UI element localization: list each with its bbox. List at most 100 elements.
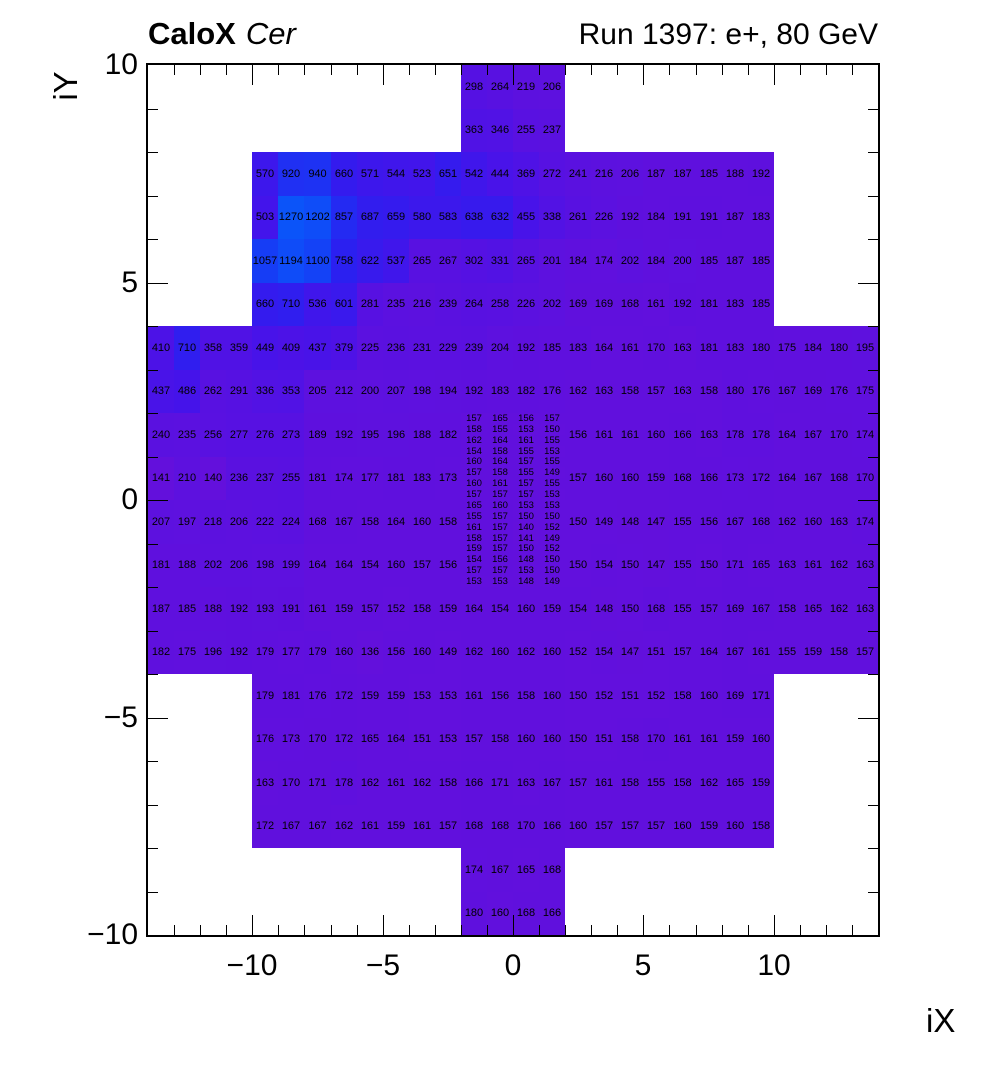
heatmap-cell: 262 bbox=[200, 370, 226, 413]
heatmap-cell: 687 bbox=[357, 196, 383, 239]
heatmap-cell: 168 bbox=[643, 587, 669, 631]
heatmap-cell: 155 bbox=[487, 424, 513, 435]
heatmap-cell: 158 bbox=[696, 370, 722, 413]
heatmap-cell: 152 bbox=[591, 674, 617, 718]
heatmap-cell: 163 bbox=[591, 370, 617, 413]
heatmap-cell: 196 bbox=[383, 413, 409, 457]
heatmap-cell: 180 bbox=[722, 370, 748, 413]
heatmap-cell: 181 bbox=[696, 326, 722, 370]
heatmap-cell: 239 bbox=[461, 326, 487, 370]
y-tick-label: 10 bbox=[104, 48, 138, 81]
heatmap-cell: 185 bbox=[748, 239, 774, 283]
axis-tick bbox=[357, 65, 358, 75]
heatmap-cell: 154 bbox=[591, 631, 617, 674]
axis-tick bbox=[148, 283, 168, 284]
heatmap-cell: 159 bbox=[643, 457, 669, 500]
axis-tick bbox=[148, 718, 168, 719]
heatmap-cell: 192 bbox=[331, 413, 357, 457]
heatmap-cell: 181 bbox=[304, 457, 331, 500]
heatmap-cell: 163 bbox=[696, 413, 722, 457]
heatmap-cell: 150 bbox=[539, 554, 565, 565]
heatmap-cell: 169 bbox=[565, 283, 591, 326]
heatmap-cell: 158 bbox=[617, 370, 643, 413]
heatmap-cell: 157 bbox=[669, 631, 696, 674]
heatmap-cell: 168 bbox=[461, 805, 487, 848]
heatmap-cell: 198 bbox=[409, 370, 435, 413]
heatmap-cell: 235 bbox=[383, 283, 409, 326]
heatmap-cell: 180 bbox=[748, 326, 774, 370]
y-tick-label: 5 bbox=[121, 266, 138, 299]
heatmap-cell: 920 bbox=[278, 152, 304, 196]
x-tick-label: 5 bbox=[634, 949, 652, 982]
heatmap-cell: 184 bbox=[643, 239, 669, 283]
axis-tick bbox=[696, 925, 697, 935]
heatmap-cell: 150 bbox=[539, 565, 565, 576]
heatmap-cell: 155 bbox=[539, 478, 565, 489]
heatmap-cell: 258 bbox=[487, 283, 513, 326]
heatmap-cell: 140 bbox=[513, 522, 539, 533]
heatmap-cell: 159 bbox=[357, 674, 383, 718]
heatmap-cell: 191 bbox=[278, 587, 304, 631]
axis-tick bbox=[148, 413, 158, 414]
heatmap-cell: 857 bbox=[331, 196, 357, 239]
heatmap-cell: 158 bbox=[409, 587, 435, 631]
heatmap-cell: 226 bbox=[513, 283, 539, 326]
heatmap-cell: 155 bbox=[461, 511, 487, 522]
heatmap-cell: 158 bbox=[487, 446, 513, 457]
heatmap-cell: 298 bbox=[461, 65, 487, 109]
heatmap-cell: 154 bbox=[461, 554, 487, 565]
heatmap-cell: 632 bbox=[487, 196, 513, 239]
axis-tick bbox=[513, 915, 514, 935]
heatmap-cell: 161 bbox=[669, 718, 696, 761]
heatmap-cell: 150 bbox=[513, 544, 539, 554]
heatmap-cell: 164 bbox=[487, 435, 513, 446]
heatmap-cell: 157 bbox=[435, 805, 461, 848]
axis-tick bbox=[148, 761, 158, 762]
heatmap-cell: 158 bbox=[461, 424, 487, 435]
heatmap-cell: 201 bbox=[539, 239, 565, 283]
heatmap-cell: 157 bbox=[513, 489, 539, 500]
axis-tick bbox=[868, 196, 878, 197]
heatmap-cell: 181 bbox=[278, 674, 304, 718]
heatmap-cell: 207 bbox=[383, 370, 409, 413]
heatmap-cell: 200 bbox=[357, 370, 383, 413]
heatmap-cell: 156 bbox=[487, 674, 513, 718]
heatmap-cell: 160 bbox=[513, 718, 539, 761]
heatmap-cell: 171 bbox=[487, 761, 513, 805]
heatmap-cell: 168 bbox=[304, 500, 331, 544]
axis-tick bbox=[774, 915, 775, 935]
heatmap-cell: 163 bbox=[826, 500, 852, 544]
heatmap-cell: 183 bbox=[722, 326, 748, 370]
axis-tick bbox=[513, 65, 514, 85]
axis-tick bbox=[148, 674, 158, 675]
heatmap-cell: 167 bbox=[278, 805, 304, 848]
axis-tick bbox=[868, 544, 878, 545]
heatmap-cell: 176 bbox=[252, 718, 278, 761]
heatmap-cell: 152 bbox=[643, 674, 669, 718]
axis-tick bbox=[174, 925, 175, 935]
heatmap-cell: 185 bbox=[174, 587, 200, 631]
heatmap-cell: 155 bbox=[513, 467, 539, 478]
heatmap-cell: 444 bbox=[487, 152, 513, 196]
axis-tick bbox=[200, 925, 201, 935]
heatmap-cell: 229 bbox=[435, 326, 461, 370]
axis-tick bbox=[148, 631, 158, 632]
heatmap-cell: 161 bbox=[357, 805, 383, 848]
heatmap-cell: 240 bbox=[148, 413, 174, 457]
axis-tick bbox=[435, 925, 436, 935]
heatmap-cell: 156 bbox=[383, 631, 409, 674]
heatmap-cell: 173 bbox=[278, 718, 304, 761]
heatmap-cell: 150 bbox=[539, 511, 565, 522]
axis-tick bbox=[774, 65, 775, 85]
heatmap-cell: 158 bbox=[748, 805, 774, 848]
axis-tick bbox=[383, 65, 384, 85]
heatmap-cell: 542 bbox=[461, 152, 487, 196]
heatmap-cell: 155 bbox=[513, 446, 539, 457]
heatmap-cell: 188 bbox=[409, 413, 435, 457]
heatmap-cell: 159 bbox=[696, 805, 722, 848]
heatmap-cell: 150 bbox=[513, 511, 539, 522]
heatmap-cell: 273 bbox=[278, 413, 304, 457]
axis-tick bbox=[539, 65, 540, 75]
heatmap-cell: 194 bbox=[435, 370, 461, 413]
heatmap-cell: 168 bbox=[539, 848, 565, 892]
